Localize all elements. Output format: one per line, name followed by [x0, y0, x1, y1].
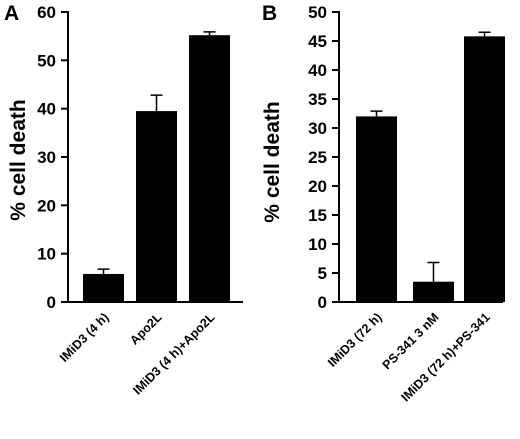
panel-a: A % cell death 0 10 20 30 40 50 60 IMiD3 (4 h)… — [4, 2, 243, 397]
panel-a-y-tick-label: 60 — [37, 3, 56, 22]
panel-a-y-axis-label: % cell death — [7, 99, 30, 220]
panel-a-y-tick-label: 10 — [37, 245, 56, 264]
panel-b-error-bar-2 — [427, 261, 440, 282]
panel-b-y-tick-label: 25 — [308, 148, 327, 167]
panel-b-y-tick-label: 15 — [308, 206, 327, 225]
panel-a-bars — [83, 35, 230, 302]
panel-b-category-label-1: IMiD3 (72 h) — [325, 310, 385, 370]
panel-b-error-bar-3 — [478, 31, 491, 37]
panel-b-y-tick-label: 0 — [318, 293, 327, 312]
panel-b-y-tick-label: 30 — [308, 119, 327, 138]
panel-b-bars — [356, 36, 505, 303]
panel-a-letter: A — [4, 2, 19, 25]
panel-b-error-bar-1 — [370, 110, 383, 117]
panel-b-y-axis-label: % cell death — [261, 101, 284, 222]
panel-a-y-tick-label: 20 — [37, 196, 56, 215]
panel-b-y-tick-label: 5 — [318, 264, 327, 283]
panel-a-y-tick-label: 0 — [47, 293, 56, 312]
panel-b-category-label-3: IMiD3 (72 h)+PS-341 — [398, 310, 492, 404]
panel-b-bar-2 — [413, 281, 454, 302]
panel-b-y-tick-label: 40 — [308, 61, 327, 80]
panel-b-bar-3 — [464, 36, 505, 303]
panel-a-error-bar-2 — [150, 94, 163, 112]
panel-a-bar-3 — [189, 35, 230, 302]
panel-b-y-tick-label: 50 — [308, 3, 327, 22]
panel-b-y-tick-label: 10 — [308, 235, 327, 254]
panel-a-y-ticks: 0 10 20 30 40 50 60 — [37, 3, 68, 312]
panel-a-y-tick-label: 30 — [37, 148, 56, 167]
panel-b-error-bars — [370, 31, 491, 282]
panel-a-y-tick-label: 50 — [37, 51, 56, 70]
panel-a-category-label-1: IMiD3 (4 h) — [57, 310, 112, 365]
panel-b-y-ticks: 0 5 10 15 20 25 30 35 40 45 50 — [308, 3, 339, 312]
panel-a-bar-1 — [83, 273, 124, 302]
panel-a-error-bars — [97, 31, 216, 274]
panel-b-y-tick-label: 45 — [308, 32, 327, 51]
panel-b-letter: B — [262, 2, 277, 25]
panel-a-category-label-2: Apo2L — [127, 310, 165, 348]
panel-a-error-bar-1 — [97, 268, 110, 274]
panel-b-y-tick-label: 35 — [308, 90, 327, 109]
panel-b-y-tick-label: 20 — [308, 177, 327, 196]
panel-a-y-tick-label: 40 — [37, 100, 56, 119]
panel-b-bar-1 — [356, 116, 397, 303]
panel-a-bar-2 — [136, 111, 177, 302]
panel-b: B % cell death 0 5 10 15 20 25 30 35 40 45 50 IMiD… — [261, 2, 505, 404]
panel-a-error-bar-3 — [203, 31, 216, 36]
